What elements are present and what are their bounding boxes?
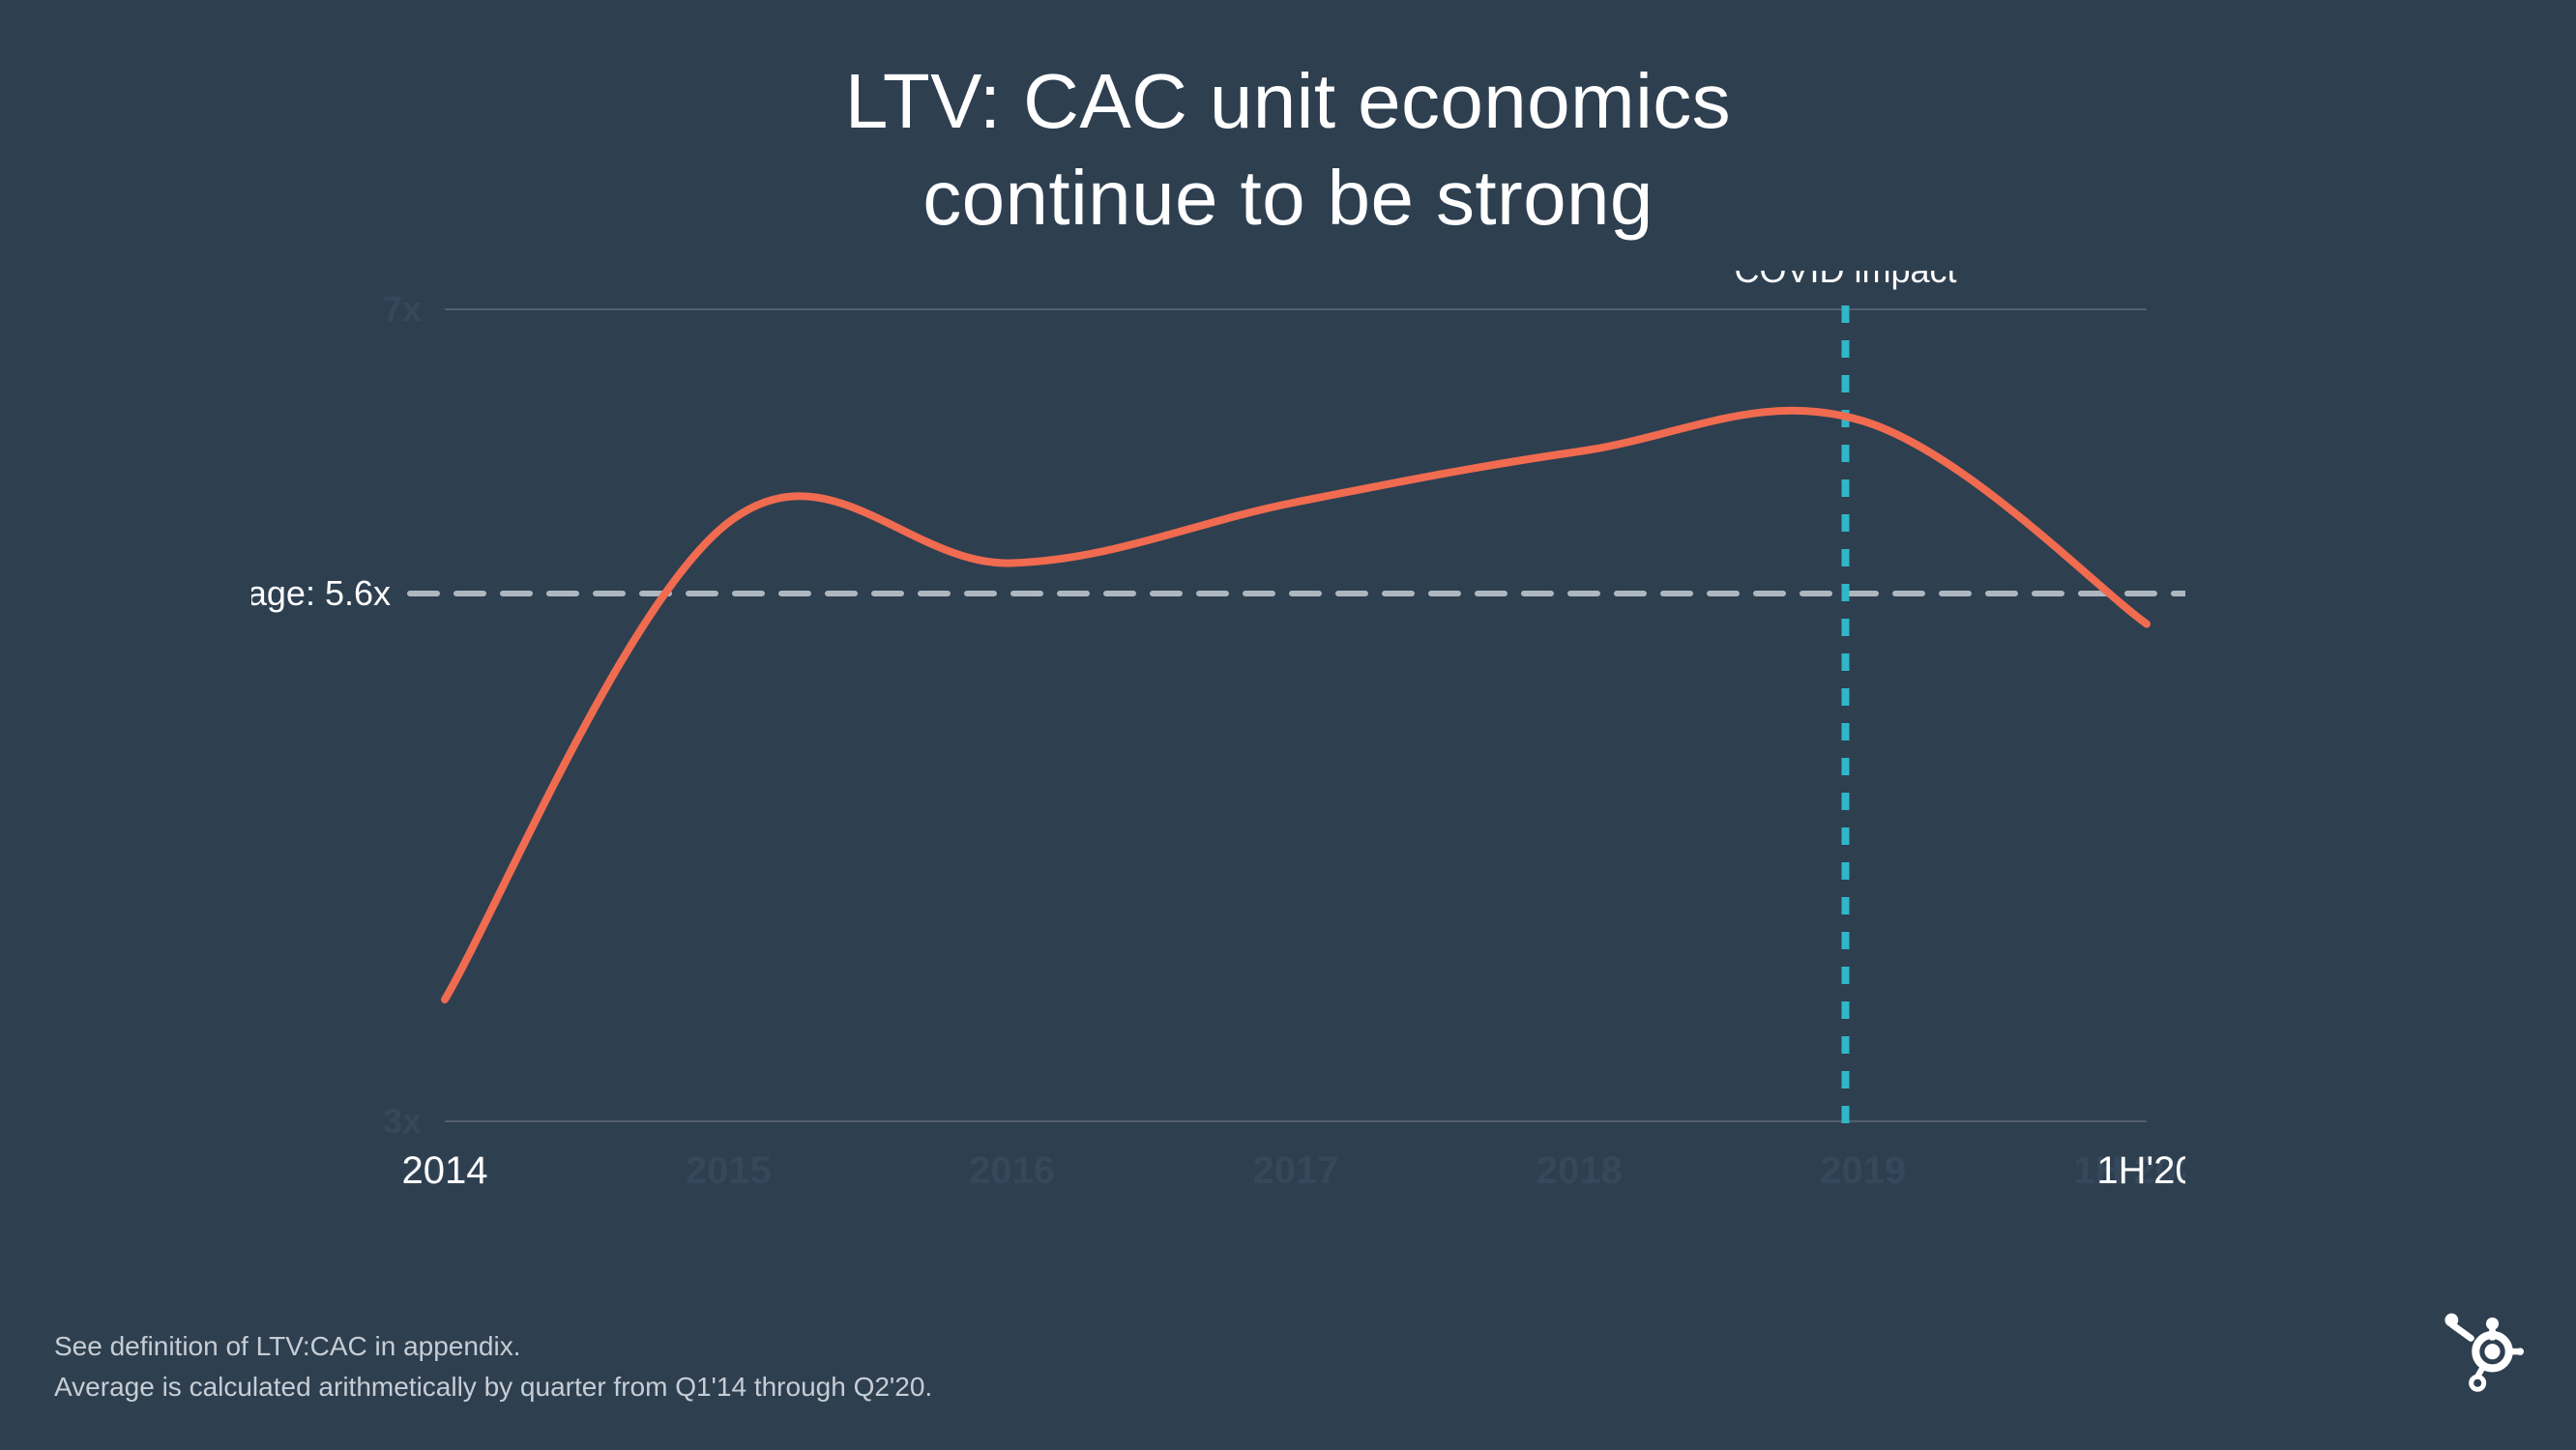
x-tick-ghost: 2018 <box>1537 1149 1623 1192</box>
title-line-1: LTV: CAC unit economics <box>845 60 1731 145</box>
x-tick-ghost: 2019 <box>1820 1149 1906 1192</box>
x-tick-label: 2014 <box>402 1149 488 1192</box>
x-tick-ghost: 2016 <box>969 1149 1055 1192</box>
y-tick-top: 7x <box>383 289 422 329</box>
footnote-line-2: Average is calculated arithmetically by … <box>54 1367 932 1407</box>
hubspot-logo-icon <box>2437 1311 2526 1400</box>
covid-marker-label: COVID impact <box>1734 271 1956 290</box>
x-tick-ghost: 2015 <box>686 1149 772 1192</box>
chart-container: 7x 3x Average: 5.6x COVID impact 2014 2015 201… <box>251 271 2185 1237</box>
ltv-cac-chart: 7x 3x Average: 5.6x COVID impact 2014 2015 201… <box>251 271 2185 1237</box>
y-tick-bottom: 3x <box>383 1101 422 1141</box>
average-label: Average: 5.6x <box>251 573 391 613</box>
x-tick-label: 1H'20 <box>2096 1149 2185 1192</box>
x-tick-ghost: 2017 <box>1253 1149 1339 1192</box>
series-line <box>445 411 2147 1000</box>
slide-title: LTV: CAC unit economics continue to be s… <box>0 54 2576 247</box>
footnote: See definition of LTV:CAC in appendix. A… <box>54 1326 932 1407</box>
footnote-line-1: See definition of LTV:CAC in appendix. <box>54 1326 932 1367</box>
title-line-2: continue to be strong <box>922 157 1654 242</box>
